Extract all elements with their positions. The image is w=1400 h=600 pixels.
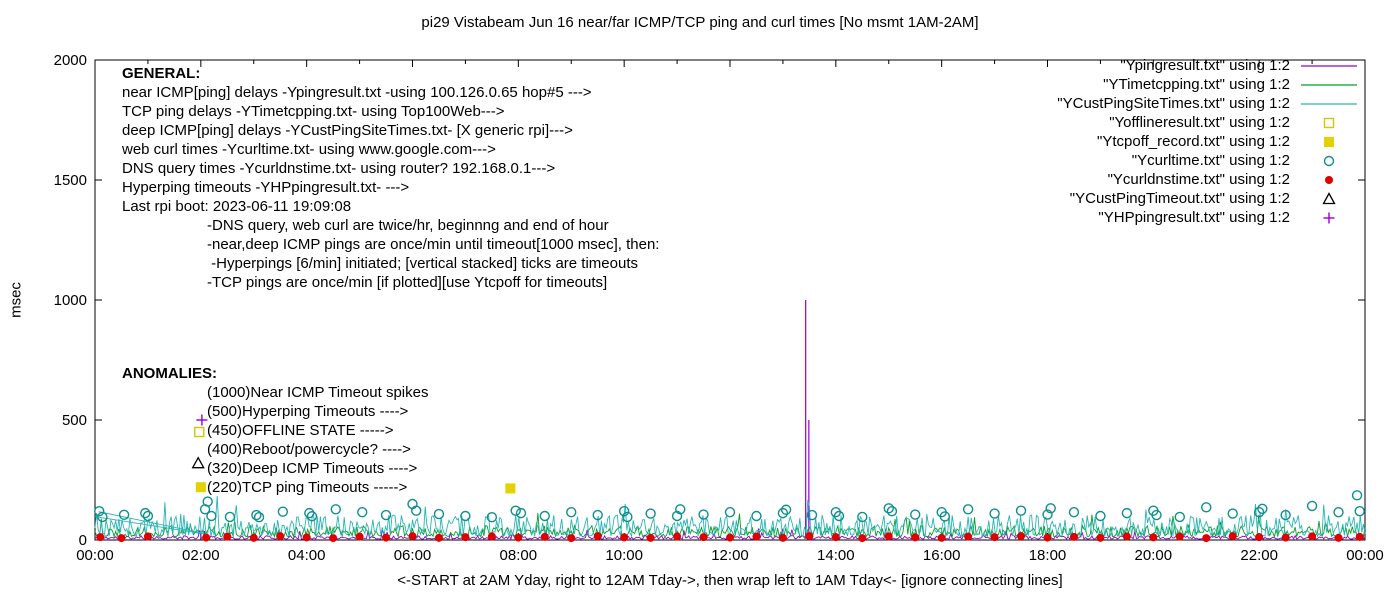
anomaly-markers	[191, 414, 208, 493]
x-tick-label: 14:00	[817, 547, 855, 564]
anomaly-annotation-line: (500)Hyperping Timeouts ---->	[207, 403, 409, 420]
legend-label: "Ycurldnstime.txt" using 1:2	[1107, 171, 1290, 188]
x-tick-label: 08:00	[500, 547, 538, 564]
note-annotation-line: -Hyperpings [6/min] initiated; [vertical…	[207, 255, 639, 272]
legend-entry-YCustPingSiteTimes: "YCustPingSiteTimes.txt" using 1:2	[1057, 94, 1360, 113]
legend-label: "Ytcpoff_record.txt" using 1:2	[1097, 133, 1290, 150]
anomalies-heading: ANOMALIES:	[122, 365, 217, 382]
legend-entry-YCustPingTimeout: "YCustPingTimeout.txt" using 1:2	[1057, 189, 1360, 208]
legend-entry-Ypingresult: "Ypingresult.txt" using 1:2	[1057, 56, 1360, 75]
x-tick-label: 18:00	[1029, 547, 1067, 564]
legend-label: "Ycurltime.txt" using 1:2	[1131, 152, 1290, 169]
legend-sample-square-open-icon	[1323, 117, 1335, 128]
legend-sample-line-icon	[1301, 64, 1357, 67]
legend: "Ypingresult.txt" using 1:2 "YTimetcpping…	[1057, 56, 1360, 227]
note-lines: -DNS query, web curl are twice/hr, begin…	[207, 216, 659, 292]
legend-label: "Ypingresult.txt" using 1:2	[1120, 57, 1290, 74]
general-heading: GENERAL:	[122, 65, 201, 82]
y-tick-label: 1500	[54, 172, 87, 189]
general-annotation-line: TCP ping delays -YTimetcpping.txt- using…	[122, 103, 505, 120]
y-tick-label: 2000	[54, 52, 87, 69]
legend-entry-YTimetcpping: "YTimetcpping.txt" using 1:2	[1057, 75, 1360, 94]
x-tick-label: 00:00	[76, 547, 114, 564]
legend-sample-circle-open-icon	[1323, 155, 1335, 166]
legend-entry-Yofflineresult: "Yofflineresult.txt" using 1:2	[1057, 113, 1360, 132]
series-YCustPingSiteTimes	[94, 495, 1366, 538]
anomaly-annotation-line: (320)Deep ICMP Timeouts ---->	[207, 460, 418, 477]
general-annotation-line: DNS query times -Ycurldnstime.txt- using…	[122, 160, 556, 177]
anomaly-annotation-line: (220)TCP ping Timeouts ----->	[207, 479, 408, 496]
note-annotation-line: -near,deep ICMP pings are once/min until…	[207, 236, 660, 253]
general-annotation-line: web curl times -Ycurltime.txt- using www…	[122, 141, 496, 158]
legend-sample-plus-icon	[1323, 212, 1335, 223]
x-axis-label: <-START at 2AM Yday, right to 12AM Tday-…	[397, 572, 1063, 589]
legend-entry-Ycurltime: "Ycurltime.txt" using 1:2	[1057, 151, 1360, 170]
anomaly-annotation-line: (400)Reboot/powercycle? ---->	[207, 441, 411, 458]
series-Ycurltime	[94, 490, 1365, 523]
y-tick-label: 1000	[54, 292, 87, 309]
legend-label: "YHPpingresult.txt" using 1:2	[1098, 209, 1290, 226]
anomaly-annotation-line: (450)OFFLINE STATE ----->	[207, 422, 394, 439]
legend-sample-circle-filled-icon	[1325, 175, 1333, 184]
x-tick-label: 02:00	[182, 547, 220, 564]
general-annotation-line: Last rpi boot: 2023-06-11 19:09:08	[122, 198, 352, 215]
chart-title: pi29 Vistabeam Jun 16 near/far ICMP/TCP …	[421, 14, 979, 31]
legend-entry-Ytcpoff_record: "Ytcpoff_record.txt" using 1:2	[1057, 132, 1360, 151]
legend-sample-line-icon	[1301, 102, 1357, 105]
x-tick-label: 00:00	[1346, 547, 1384, 564]
series-Ycurldnstime	[96, 532, 1364, 543]
legend-sample-square-filled-icon	[1324, 136, 1334, 147]
anomaly-annotation-line: (1000)Near ICMP Timeout spikes	[207, 384, 429, 401]
general-annotation-line: near ICMP[ping] delays -Ypingresult.txt …	[122, 84, 592, 101]
x-tick-label: 06:00	[394, 547, 432, 564]
note-annotation-line: -DNS query, web curl are twice/hr, begin…	[207, 217, 609, 234]
legend-label: "YTimetcpping.txt" using 1:2	[1103, 76, 1290, 93]
general-annotations: GENERAL: near ICMP[ping] delays -Ypingre…	[122, 64, 659, 292]
legend-entry-YHPpingresult: "YHPpingresult.txt" using 1:2	[1057, 208, 1360, 227]
note-annotation-line: -TCP pings are once/min [if plotted][use…	[207, 274, 608, 291]
anomalies-annotations: ANOMALIES: (1000)Near ICMP Timeout spike…	[122, 364, 428, 497]
legend-label: "Yofflineresult.txt" using 1:2	[1109, 114, 1290, 131]
x-tick-label: 12:00	[711, 547, 749, 564]
legend-sample-line-icon	[1301, 83, 1357, 86]
axes: 00:00 02:00 04:00 06:00 08:00 10:00 12:00 14:00…	[54, 52, 1384, 564]
legend-sample-triangle-open-icon	[1322, 191, 1336, 204]
y-tick-label: 0	[79, 532, 87, 549]
general-lines: near ICMP[ping] delays -Ypingresult.txt …	[122, 83, 659, 216]
x-tick-label: 16:00	[923, 547, 961, 564]
legend-label: "YCustPingSiteTimes.txt" using 1:2	[1057, 95, 1290, 112]
legend-entry-Ycurldnstime: "Ycurldnstime.txt" using 1:2	[1057, 170, 1360, 189]
legend-label: "YCustPingTimeout.txt" using 1:2	[1069, 190, 1290, 207]
general-annotation-line: Hyperping timeouts -YHPpingresult.txt- -…	[122, 179, 410, 196]
anomaly-items: (1000)Near ICMP Timeout spikes (500)Hyper…	[207, 383, 428, 497]
general-annotation-line: deep ICMP[ping] delays -YCustPingSiteTim…	[122, 122, 573, 139]
x-tick-label: 04:00	[288, 547, 326, 564]
series-Ytcpoff_record	[505, 483, 516, 494]
x-tick-label: 10:00	[605, 547, 643, 564]
x-tick-label: 22:00	[1240, 547, 1278, 564]
y-tick-label: 500	[62, 412, 87, 429]
x-tick-label: 20:00	[1135, 547, 1173, 564]
